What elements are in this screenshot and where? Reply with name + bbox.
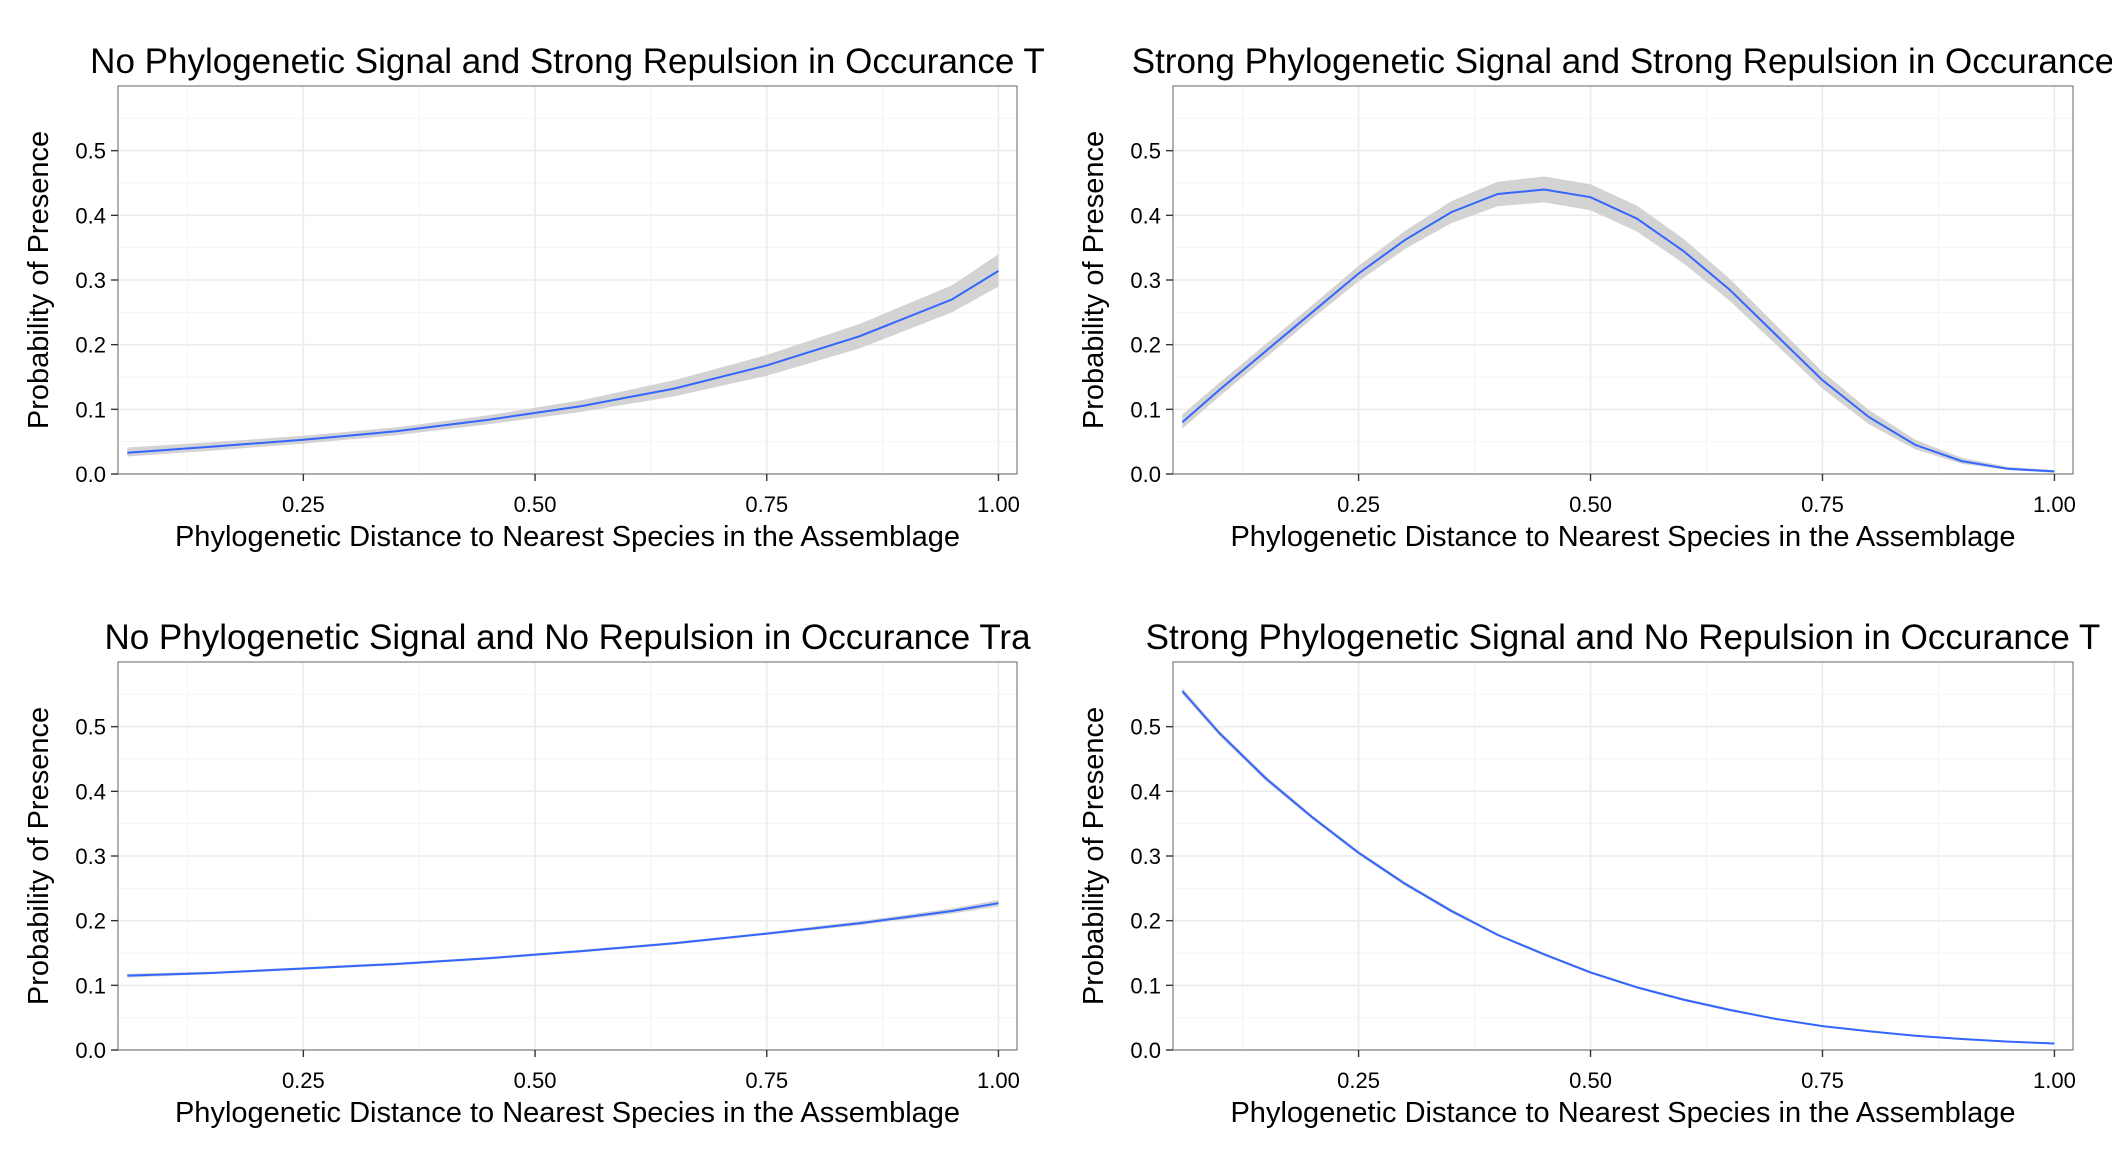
x-tick-label: 0.50: [514, 1068, 557, 1093]
y-axis-label: Probability of Presence: [23, 131, 55, 429]
y-tick-label: 0.5: [75, 139, 106, 164]
y-tick-label: 0.0: [1130, 1038, 1161, 1063]
chart-panel-1: 0.0 0.1 0.2 0.3 0.4 0.5 0.25 0.50 0.75 1.00 Phylog…: [23, 42, 1045, 553]
x-tick-label: 0.75: [745, 492, 788, 517]
chart-title: No Phylogenetic Signal and No Repulsion …: [104, 618, 1031, 657]
y-tick-label: 0.4: [75, 203, 106, 228]
y-axis-label: Probability of Presence: [23, 707, 55, 1005]
y-tick-label: 0.0: [1130, 462, 1161, 487]
x-tick-label: 0.25: [1337, 492, 1380, 517]
x-axis-label: Phylogenetic Distance to Nearest Species…: [1230, 521, 2015, 553]
x-axis-label: Phylogenetic Distance to Nearest Species…: [175, 1097, 960, 1129]
y-tick-label: 0.1: [1130, 973, 1161, 998]
y-axis-label: Probability of Presence: [1078, 131, 1110, 429]
x-tick-label: 0.75: [1801, 492, 1844, 517]
x-axis-label: Phylogenetic Distance to Nearest Species…: [175, 521, 960, 553]
x-tick-label: 0.50: [1569, 1068, 1612, 1093]
y-tick-label: 0.0: [75, 1038, 106, 1063]
x-axis-label: Phylogenetic Distance to Nearest Species…: [1230, 1097, 2015, 1129]
x-tick-label: 0.25: [282, 1068, 325, 1093]
fitted-line: [127, 270, 1000, 454]
y-tick-label: 0.5: [1130, 715, 1161, 740]
chart-panel-4: 0.0 0.1 0.2 0.3 0.4 0.5 0.25 0.50 0.75 1.00 Phylog…: [1078, 618, 2100, 1129]
y-tick-label: 0.2: [1130, 333, 1161, 358]
y-tick-label: 0.0: [75, 462, 106, 487]
y-tick-label: 0.3: [1130, 268, 1161, 293]
grid: [118, 662, 1017, 1051]
x-tick-label: 1.00: [977, 492, 1020, 517]
fitted-line: [1181, 690, 2055, 1045]
y-tick-label: 0.3: [75, 268, 106, 293]
x-tick-label: 0.75: [1801, 1068, 1844, 1093]
x-tick-label: 1.00: [2033, 1068, 2076, 1093]
y-tick-label: 0.4: [1130, 203, 1161, 228]
y-tick-label: 0.4: [1130, 779, 1161, 804]
y-tick-label: 0.3: [1130, 844, 1161, 869]
y-axis-label: Probability of Presence: [1078, 707, 1110, 1005]
y-tick-label: 0.5: [75, 715, 106, 740]
y-tick-label: 0.2: [75, 909, 106, 934]
x-tick-label: 0.50: [514, 492, 557, 517]
y-tick-label: 0.1: [1130, 397, 1161, 422]
y-tick-label: 0.5: [1130, 139, 1161, 164]
y-tick-label: 0.1: [75, 397, 106, 422]
y-tick-label: 0.2: [75, 333, 106, 358]
confidence-band: [127, 254, 999, 457]
x-tick-label: 1.00: [2033, 492, 2076, 517]
x-tick-label: 1.00: [977, 1068, 1020, 1093]
fitted-line: [1181, 188, 2055, 473]
x-tick-label: 0.50: [1569, 492, 1612, 517]
y-tick-label: 0.1: [75, 973, 106, 998]
chart-title: No Phylogenetic Signal and Strong Repuls…: [90, 42, 1045, 81]
y-tick-label: 0.3: [75, 844, 106, 869]
y-tick-label: 0.4: [75, 779, 106, 804]
chart-title: Strong Phylogenetic Signal and No Repuls…: [1146, 618, 2101, 657]
x-tick-label: 0.25: [1337, 1068, 1380, 1093]
x-tick-label: 0.75: [745, 1068, 788, 1093]
chart-title: Strong Phylogenetic Signal and Strong Re…: [1132, 42, 2112, 81]
x-tick-label: 0.25: [282, 492, 325, 517]
chart-panel-2: 0.0 0.1 0.2 0.3 0.4 0.5 0.25 0.50 0.75 1.00 Phylog…: [1078, 42, 2112, 553]
fitted-line: [127, 902, 999, 977]
chart-panel-3: 0.0 0.1 0.2 0.3 0.4 0.5 0.25 0.50 0.75 1.00 Phylog…: [23, 618, 1031, 1129]
confidence-band: [1182, 176, 2055, 473]
y-tick-label: 0.2: [1130, 909, 1161, 934]
